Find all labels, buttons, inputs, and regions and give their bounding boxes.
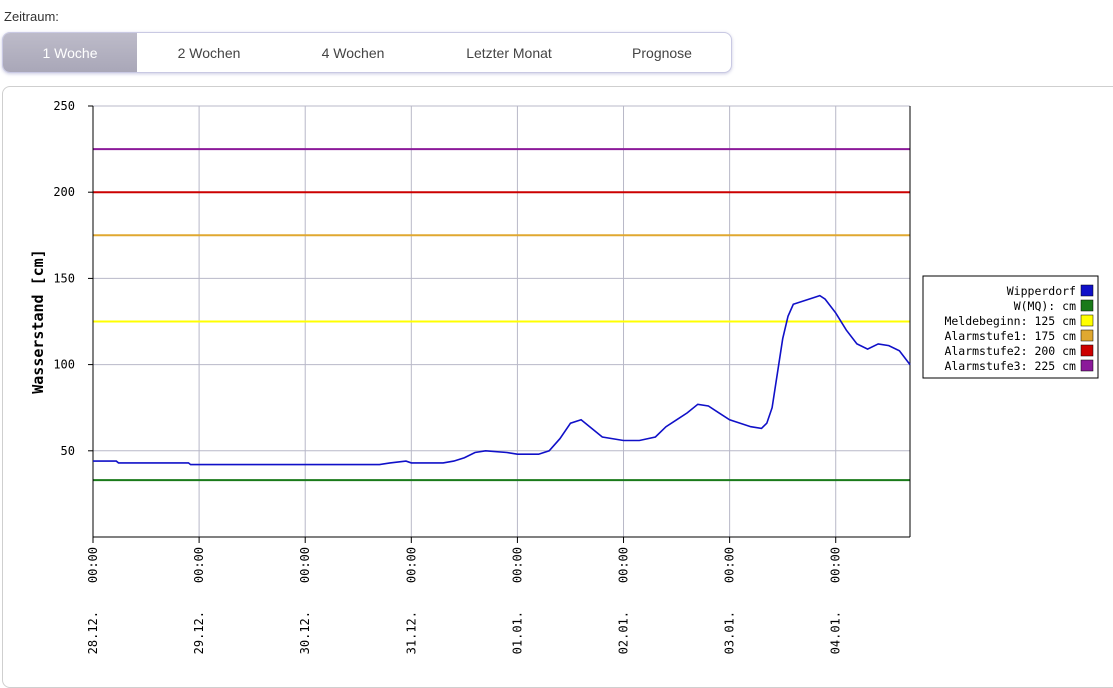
- legend-swatch: [1080, 299, 1094, 312]
- x-tick-label-time: 00:00: [192, 547, 206, 583]
- water-level-chart: 5010015020025000:0028.12.00:0029.12.00:0…: [29, 99, 1099, 654]
- tab-prognose[interactable]: Prognose: [632, 44, 692, 61]
- legend-label: Alarmstufe2: 200 cm: [944, 344, 1076, 358]
- y-tick-label: 250: [53, 99, 75, 113]
- x-tick-label-date: 03.01.: [723, 611, 737, 654]
- x-tick-label-time: 00:00: [86, 547, 100, 583]
- x-tick-label-date: 29.12.: [192, 611, 206, 654]
- legend-swatch: [1080, 329, 1094, 342]
- x-tick-label: 00:00 31.12.: [404, 547, 418, 654]
- legend-swatch: [1080, 314, 1094, 327]
- legend-label: Alarmstufe3: 225 cm: [944, 359, 1076, 373]
- legend-label: Meldebeginn: 125 cm: [944, 314, 1076, 328]
- x-tick-label-date: 30.12.: [298, 611, 312, 654]
- legend-label: W(MQ): cm: [1014, 299, 1076, 313]
- x-tick-label-time: 00:00: [404, 547, 418, 583]
- y-axis-label: Wasserstand [cm]: [29, 249, 47, 394]
- y-tick-label: 100: [53, 358, 75, 372]
- legend-swatch: [1080, 284, 1094, 297]
- tab-letzter-monat[interactable]: Letzter Monat: [466, 44, 552, 61]
- timespan-tabbar: 1 Woche 2 Wochen 4 Wochen Letzter Monat …: [2, 32, 732, 73]
- series-line: [93, 294, 911, 466]
- x-tick-label-time: 00:00: [829, 547, 843, 583]
- x-tick-label-date: 01.01.: [510, 611, 524, 654]
- x-tick-label: 00:00 02.01.: [617, 547, 631, 654]
- x-tick-label-time: 00:00: [723, 547, 737, 583]
- x-tick-label-date: 02.01.: [617, 611, 631, 654]
- tab-1-woche[interactable]: 1 Woche: [3, 33, 137, 72]
- x-tick-label-time: 00:00: [298, 547, 312, 583]
- x-tick-label-date: 04.01.: [829, 611, 843, 654]
- x-tick-label: 00:00 03.01.: [723, 547, 737, 654]
- x-tick-label: 00:00 30.12.: [298, 547, 312, 654]
- legend-box: [922, 275, 1099, 379]
- y-tick-label: 50: [61, 444, 75, 458]
- x-tick-label: 00:00 04.01.: [829, 547, 843, 654]
- x-tick-label: 00:00 01.01.: [510, 547, 524, 654]
- x-tick-label-time: 00:00: [617, 547, 631, 583]
- x-tick-label-date: 28.12.: [86, 611, 100, 654]
- x-tick-label: 00:00 28.12.: [86, 547, 100, 654]
- x-tick-label-date: 31.12.: [404, 611, 418, 654]
- tab-2-wochen[interactable]: 2 Wochen: [177, 44, 241, 61]
- legend-swatch: [1080, 344, 1094, 357]
- x-tick-label-time: 00:00: [510, 547, 524, 583]
- chart-panel: 50 100 150 200 250 00:00 28.12. 00:00 29.12. 00:0…: [2, 86, 1113, 688]
- zeitraum-label: Zeitraum:: [4, 9, 59, 24]
- y-tick-label: 200: [53, 185, 75, 199]
- legend-label: Alarmstufe1: 175 cm: [944, 329, 1076, 343]
- tab-4-wochen[interactable]: 4 Wochen: [321, 44, 385, 61]
- y-tick-label: 150: [53, 271, 75, 285]
- legend-swatch: [1080, 359, 1094, 372]
- legend-label: Wipperdorf: [1007, 284, 1076, 298]
- x-tick-label: 00:00 29.12.: [192, 547, 206, 654]
